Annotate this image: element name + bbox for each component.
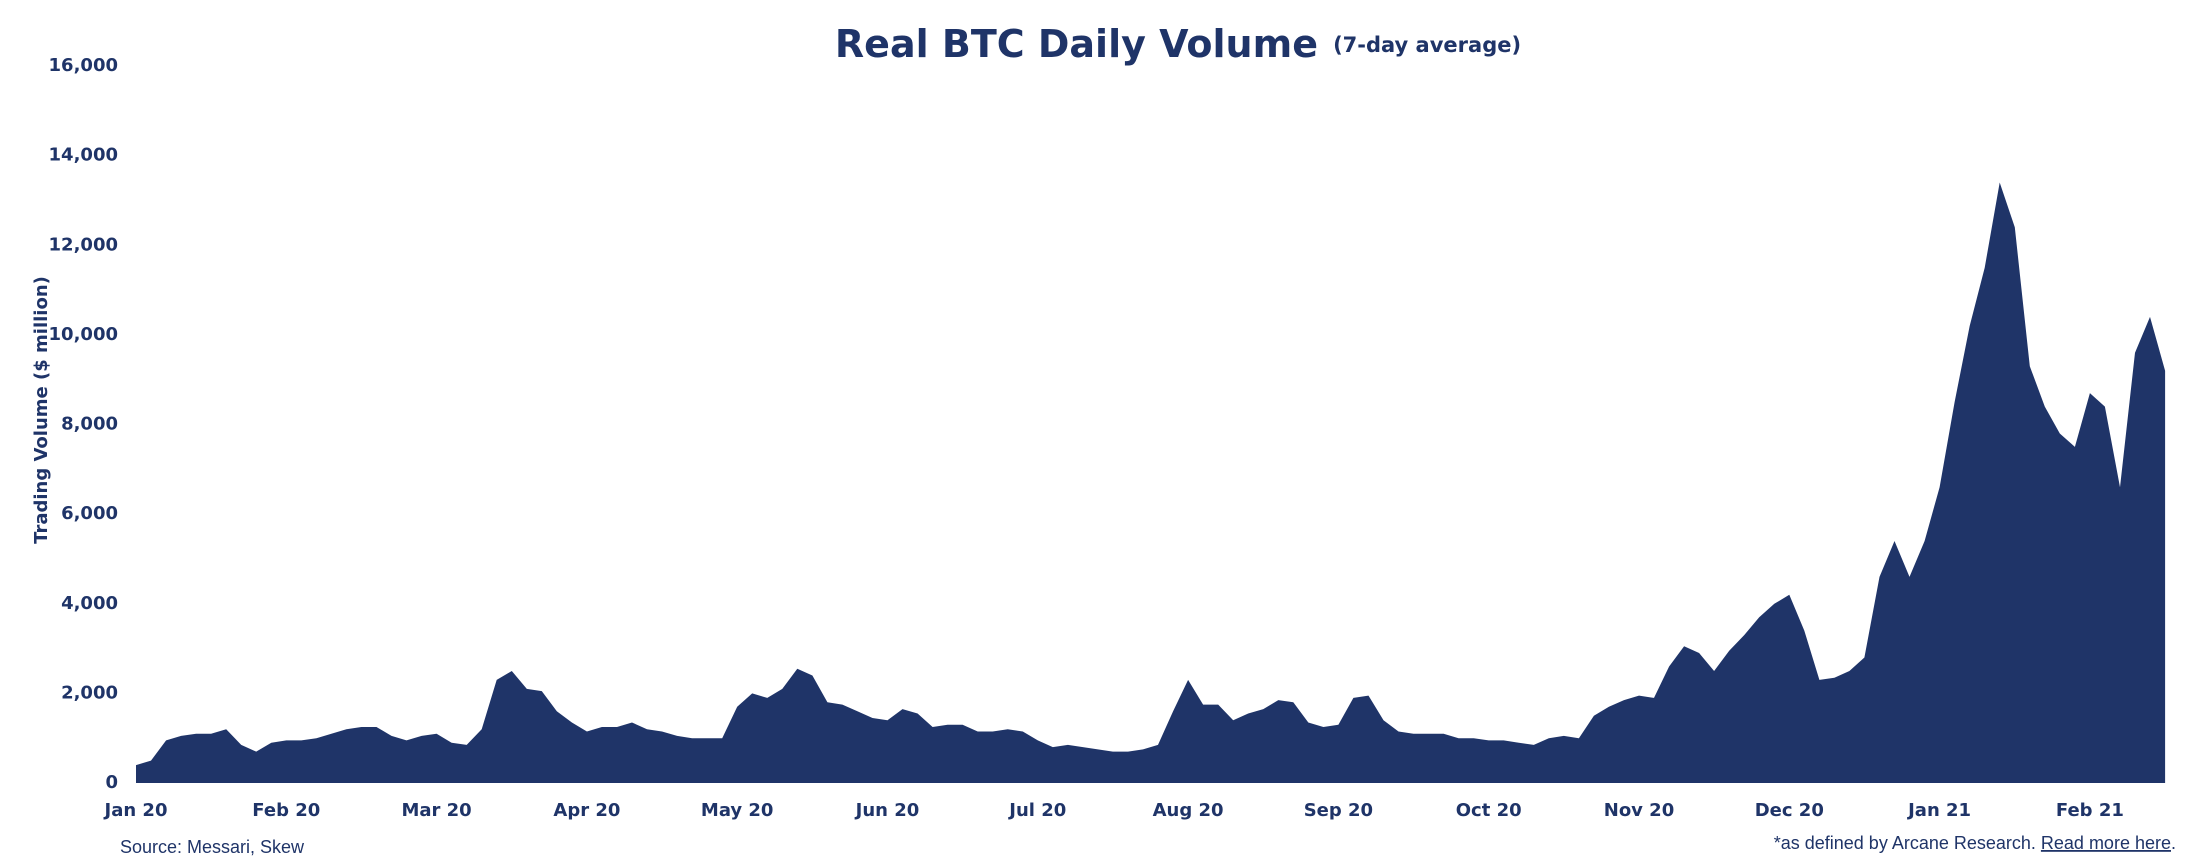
y-tick-label: 16,000 xyxy=(49,55,118,76)
x-tick-label: Oct 20 xyxy=(1456,800,1522,821)
y-tick-label: 2,000 xyxy=(61,682,118,703)
area xyxy=(136,182,2166,783)
y-tick-label: 10,000 xyxy=(49,324,118,345)
x-tick-label: Jan 21 xyxy=(1906,800,1971,821)
y-tick-label: 12,000 xyxy=(49,234,118,255)
chart-title: Real BTC Daily Volume xyxy=(835,22,1318,66)
x-tick-label: Jun 20 xyxy=(854,800,920,821)
footnote-link[interactable]: Read more here xyxy=(2041,833,2171,853)
y-axis-title: Trading Volume ($ million) xyxy=(31,276,52,544)
y-tick-label: 14,000 xyxy=(49,145,118,166)
chart-subtitle: (7-day average) xyxy=(1333,33,1521,57)
x-tick-label: Sep 20 xyxy=(1304,800,1373,821)
y-tick-label: 8,000 xyxy=(61,414,118,435)
y-tick-label: 6,000 xyxy=(61,503,118,524)
footnote-end: . xyxy=(2171,833,2176,853)
y-tick-label: 0 xyxy=(105,772,118,793)
chart-title-group: Real BTC Daily Volume (7-day average) xyxy=(835,22,1521,66)
x-tick-label: Aug 20 xyxy=(1153,800,1224,821)
source: Source: Messari, Skew xyxy=(120,837,305,857)
x-tick-label: Dec 20 xyxy=(1755,800,1824,821)
x-tick-label: Nov 20 xyxy=(1604,800,1674,821)
x-tick-label: Jan 20 xyxy=(103,800,168,821)
x-tick-label: May 20 xyxy=(701,800,774,821)
x-tick-label: Mar 20 xyxy=(401,800,471,821)
x-tick-label: Feb 21 xyxy=(2056,800,2124,821)
x-tick-label: Feb 20 xyxy=(252,800,320,821)
x-tick-label: Jul 20 xyxy=(1007,800,1066,821)
footnote-group: *as defined by Arcane Research. Read mor… xyxy=(1774,833,2176,853)
x-tick-label: Apr 20 xyxy=(553,800,620,821)
y-tick-label: 4,000 xyxy=(61,593,118,614)
footnote: *as defined by Arcane Research. xyxy=(1774,833,2041,853)
